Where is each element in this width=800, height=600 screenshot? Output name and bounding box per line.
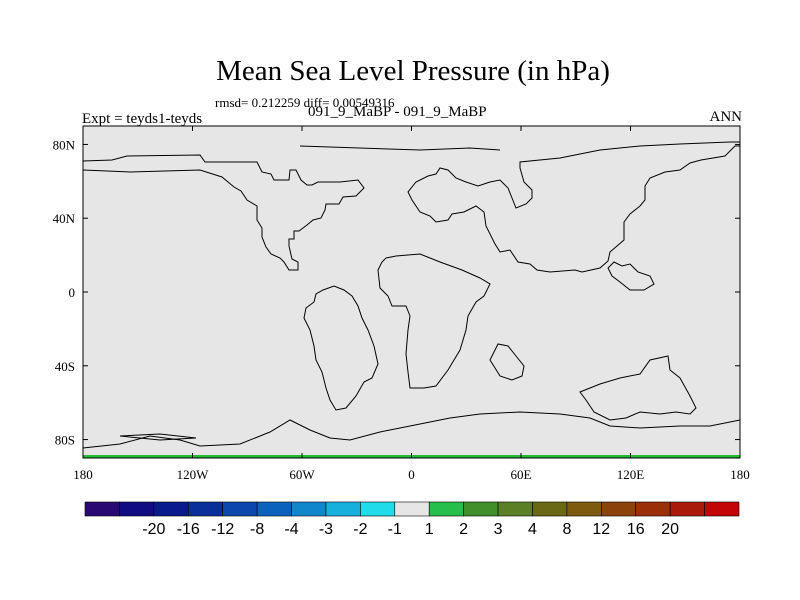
coastline-north-america xyxy=(82,154,365,271)
coastline-australia xyxy=(579,355,697,421)
field-fill xyxy=(83,126,740,458)
colorbar-swatch xyxy=(601,501,637,517)
x-tick-label: 0 xyxy=(408,467,415,482)
colorbar-label: 16 xyxy=(627,521,645,538)
colorbar-label: -1 xyxy=(388,521,402,538)
colorbar-label: -12 xyxy=(211,521,234,538)
x-tick-label: 180 xyxy=(730,467,750,482)
chart-title: Mean Sea Level Pressure (in hPa) xyxy=(216,55,610,87)
coastline-south-america xyxy=(303,285,379,411)
y-axis: 80N 40N 0 40S 80S xyxy=(53,137,740,448)
colorbar-label: -2 xyxy=(353,521,367,538)
colorbar-label: 12 xyxy=(592,521,610,538)
x-tick-label: 60W xyxy=(289,467,315,482)
colorbar-label: 20 xyxy=(661,521,679,538)
colorbar-swatch xyxy=(704,501,740,517)
coastlines xyxy=(82,141,741,449)
plot-area xyxy=(82,125,741,459)
coastline-eurasia xyxy=(407,141,740,273)
colorbar-swatch xyxy=(532,501,568,517)
colorbar-swatch xyxy=(153,501,189,517)
stats-text: rmsd= 0.212259 diff= 0.00549316 xyxy=(215,95,395,110)
colorbar-label: 3 xyxy=(494,521,503,538)
colorbar-swatch xyxy=(291,501,327,517)
colorbar-swatch xyxy=(635,501,671,517)
y-tick-label: 40N xyxy=(53,211,76,226)
x-tick-label: 60E xyxy=(511,467,532,482)
colorbar-swatch xyxy=(428,501,464,517)
colorbar-swatch xyxy=(84,501,120,517)
experiment-label: Expt = teyds1-teyds xyxy=(82,111,203,127)
coastline-arctic xyxy=(299,145,501,151)
colorbar-swatch xyxy=(119,501,155,517)
colorbar-label: 8 xyxy=(562,521,571,538)
y-tick-label: 0 xyxy=(69,285,76,300)
colorbar: -20 -16 -12 -8 -4 -3 -2 -1 1 2 3 4 8 12 16 20 xyxy=(84,501,740,538)
colorbar-swatch xyxy=(394,501,430,517)
colorbar-swatch xyxy=(187,501,223,517)
coastline-madagascar xyxy=(489,343,525,381)
x-axis: 180 120W 60W 0 60E 120E 180 xyxy=(73,126,750,482)
x-tick-label: 120W xyxy=(177,467,210,482)
colorbar-label: -8 xyxy=(250,521,264,538)
coastline-africa xyxy=(377,253,491,389)
colorbar-swatch xyxy=(360,501,396,517)
colorbar-label: -4 xyxy=(284,521,298,538)
period-label: 091_9_MaBP - 091_9_MaBP xyxy=(308,104,487,120)
coastline-antarctica xyxy=(82,411,741,449)
colorbar-label: -3 xyxy=(319,521,333,538)
colorbar-swatch xyxy=(669,501,705,517)
colorbar-label: 2 xyxy=(459,521,468,538)
season-label: ANN xyxy=(709,109,743,125)
colorbar-label: -16 xyxy=(177,521,200,538)
colorbar-swatch xyxy=(566,501,602,517)
y-tick-label: 80S xyxy=(55,433,75,448)
colorbar-swatch xyxy=(325,501,361,517)
colorbar-label: 1 xyxy=(425,521,434,538)
coastline-southeast-asia xyxy=(607,261,655,291)
colorbar-swatch xyxy=(256,501,292,517)
coastline-antarctic-islands xyxy=(119,433,197,441)
y-tick-label: 80N xyxy=(53,137,76,152)
colorbar-label: -20 xyxy=(142,521,165,538)
x-tick-label: 120E xyxy=(617,467,645,482)
colorbar-swatch xyxy=(463,501,499,517)
colorbar-swatch xyxy=(222,501,258,517)
colorbar-swatch xyxy=(497,501,533,517)
colorbar-label: 4 xyxy=(528,521,537,538)
y-tick-label: 40S xyxy=(55,359,75,374)
x-tick-label: 180 xyxy=(73,467,93,482)
